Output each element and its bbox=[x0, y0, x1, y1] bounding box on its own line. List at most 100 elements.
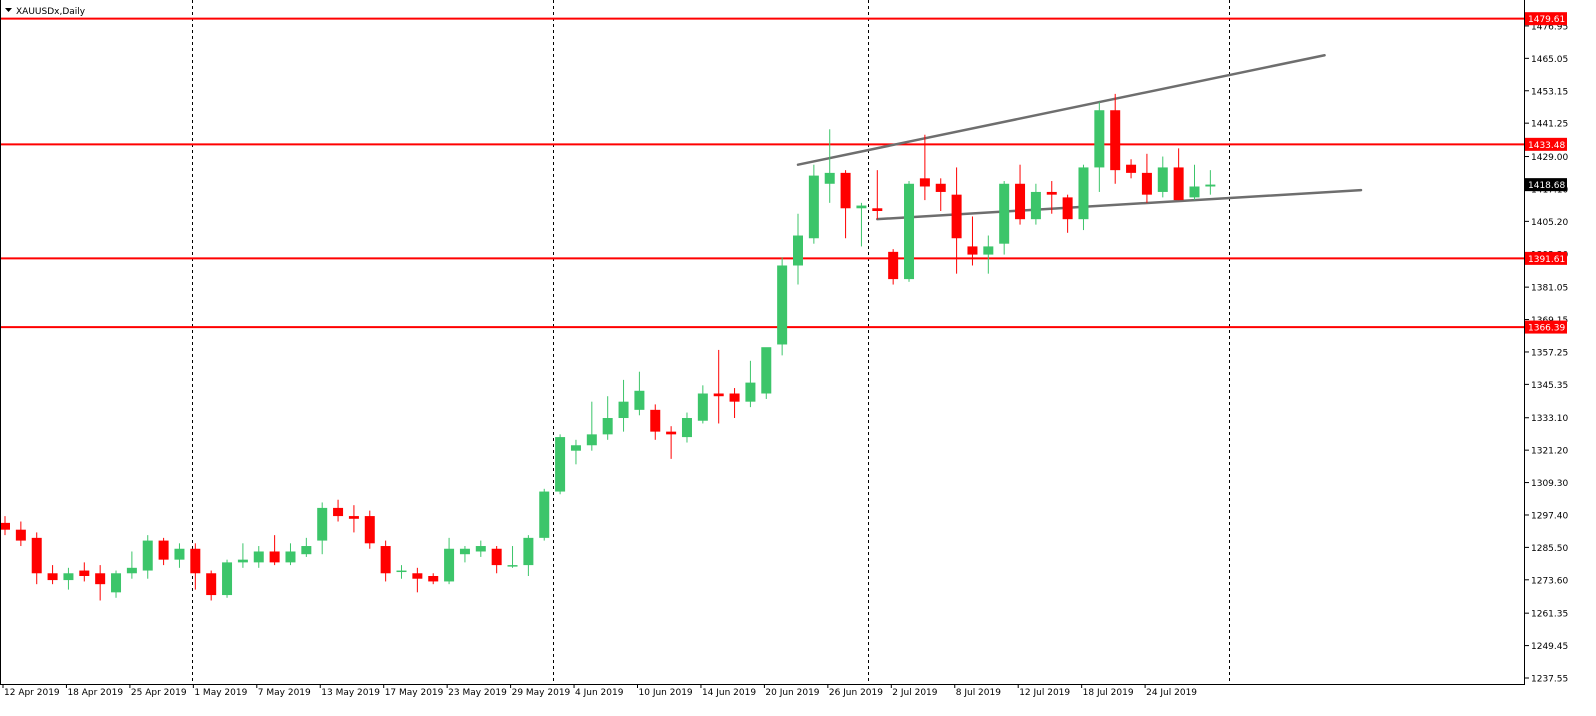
bull-candle-body bbox=[396, 570, 407, 573]
caret-down-icon[interactable] bbox=[5, 8, 12, 12]
time-tick-label: 4 Jun 2019 bbox=[575, 688, 624, 698]
time-tick-label: 25 Apr 2019 bbox=[131, 688, 187, 698]
bull-candle-body bbox=[761, 347, 772, 394]
level-price-badge: 1479.61 bbox=[1528, 15, 1565, 25]
time-tick-label: 13 May 2019 bbox=[321, 688, 380, 698]
bear-candle-body bbox=[1062, 197, 1073, 220]
bear-candle-body bbox=[0, 522, 10, 530]
price-tick-label: 1285.50 bbox=[1531, 544, 1568, 554]
time-tick-label: 12 Jul 2019 bbox=[1019, 688, 1070, 698]
bull-candle-body bbox=[301, 546, 312, 555]
bear-candle-body bbox=[428, 575, 439, 582]
bull-candle-body bbox=[586, 434, 597, 446]
price-tick-label: 1405.20 bbox=[1531, 218, 1568, 228]
time-tick-label: 20 Jun 2019 bbox=[765, 688, 819, 698]
level-price-badge: 1366.39 bbox=[1528, 324, 1565, 334]
bear-candle-body bbox=[412, 573, 423, 579]
bull-candle-body bbox=[824, 172, 835, 184]
upper-trendline[interactable] bbox=[796, 53, 1326, 166]
price-tick-label: 1261.35 bbox=[1531, 610, 1568, 620]
bear-candle-body bbox=[15, 529, 26, 541]
price-tick-label: 1465.05 bbox=[1531, 55, 1568, 65]
bear-candle-body bbox=[206, 573, 217, 596]
bull-candle-body bbox=[111, 573, 122, 593]
bear-candle-body bbox=[95, 573, 106, 585]
bear-candle-body bbox=[348, 516, 359, 519]
bull-candle-body bbox=[808, 175, 819, 239]
level-price-badge: 1391.61 bbox=[1528, 255, 1565, 265]
time-tick-label: 18 Apr 2019 bbox=[67, 688, 123, 698]
bull-candle-body bbox=[618, 401, 629, 419]
bear-candle-body bbox=[1046, 191, 1057, 195]
time-tick-label: 29 May 2019 bbox=[512, 688, 571, 698]
bull-candle-body bbox=[475, 546, 486, 552]
time-tick-label: 8 Jul 2019 bbox=[956, 688, 1001, 698]
bull-candle-body bbox=[856, 205, 867, 209]
bull-candle-body bbox=[1205, 184, 1216, 187]
bull-candle-body bbox=[570, 445, 581, 451]
level-price-badge-bg bbox=[1525, 251, 1567, 265]
bear-candle-body bbox=[364, 516, 375, 544]
bear-candle-body bbox=[1110, 110, 1121, 171]
bear-candle-body bbox=[840, 172, 851, 209]
bull-candle-body bbox=[63, 573, 74, 581]
bull-candle-body bbox=[999, 183, 1010, 244]
bull-candle-body bbox=[1030, 191, 1041, 220]
chart-title: XAUUSDx,Daily bbox=[5, 7, 86, 17]
price-tick-label: 1441.25 bbox=[1531, 120, 1568, 130]
bull-candle-body bbox=[253, 551, 264, 563]
bear-candle-body bbox=[333, 507, 344, 517]
bear-candle-body bbox=[79, 570, 90, 576]
bear-candle-body bbox=[713, 393, 724, 397]
bull-candle-body bbox=[285, 551, 296, 563]
time-tick-label: 12 Apr 2019 bbox=[4, 688, 60, 698]
horizontal-levels[interactable] bbox=[0, 17, 1525, 329]
price-tick-label: 1309.30 bbox=[1531, 479, 1568, 489]
bear-candle-body bbox=[967, 246, 978, 255]
bull-candle-body bbox=[142, 540, 153, 571]
price-scale: 1476.951465.051453.151441.251429.001417.… bbox=[1525, 22, 1568, 685]
bear-candle-body bbox=[935, 183, 946, 192]
bear-candle-body bbox=[158, 540, 169, 560]
price-tick-label: 1429.00 bbox=[1531, 153, 1568, 163]
time-tick-label: 17 May 2019 bbox=[385, 688, 444, 698]
time-tick-label: 14 Jun 2019 bbox=[702, 688, 756, 698]
bear-candle-body bbox=[31, 537, 42, 574]
bear-candle-body bbox=[650, 409, 661, 432]
bear-candle-body bbox=[47, 573, 58, 581]
bear-candle-body bbox=[729, 393, 740, 402]
bull-candle-body bbox=[1094, 110, 1105, 168]
time-tick-label: 10 Jun 2019 bbox=[639, 688, 693, 698]
bear-candle-body bbox=[269, 551, 280, 563]
bull-candle-body bbox=[444, 548, 455, 582]
bear-candle-body bbox=[1126, 164, 1137, 173]
bull-candle-body bbox=[317, 507, 328, 541]
price-tick-label: 1273.60 bbox=[1531, 576, 1568, 586]
bull-candle-body bbox=[777, 265, 788, 345]
bull-candle-body bbox=[459, 548, 470, 555]
price-tick-label: 1476.95 bbox=[1531, 22, 1568, 32]
bull-candle-body bbox=[539, 491, 550, 538]
bull-candle-body bbox=[1189, 186, 1200, 198]
bear-candle-body bbox=[1173, 167, 1184, 201]
bear-candle-body bbox=[872, 208, 883, 212]
current-price-badge: 1418.68 bbox=[1528, 181, 1565, 191]
candles bbox=[0, 93, 1216, 601]
time-tick-label: 24 Jul 2019 bbox=[1146, 688, 1197, 698]
bull-candle-body bbox=[1157, 167, 1168, 192]
bull-candle-body bbox=[697, 393, 708, 421]
bull-candle-body bbox=[745, 382, 756, 402]
bull-candle-body bbox=[507, 565, 518, 567]
bull-candle-body bbox=[174, 548, 185, 560]
bear-candle-body bbox=[919, 178, 930, 187]
price-tick-label: 1345.35 bbox=[1531, 381, 1568, 391]
bull-candle-body bbox=[555, 437, 566, 492]
bull-candle-body bbox=[126, 567, 137, 574]
bear-candle-body bbox=[491, 548, 502, 566]
bear-candle-body bbox=[1141, 172, 1152, 195]
level-price-badge-bg bbox=[1525, 12, 1567, 26]
bull-candle-body bbox=[602, 418, 613, 435]
bull-candle-body bbox=[904, 183, 915, 280]
